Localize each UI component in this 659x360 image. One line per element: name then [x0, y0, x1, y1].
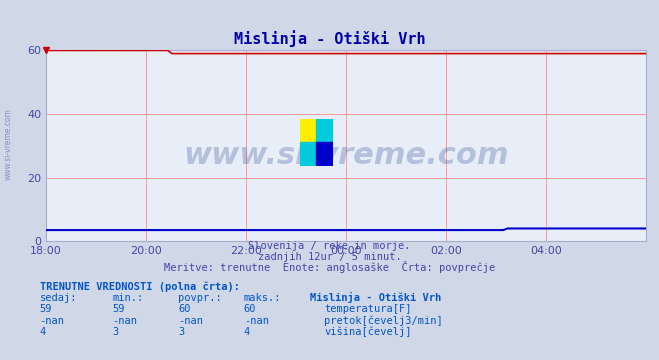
Text: povpr.:: povpr.: — [178, 293, 221, 303]
Bar — [300, 142, 316, 166]
Text: Mislinja - Otiški Vrh: Mislinja - Otiški Vrh — [234, 31, 425, 48]
Bar — [300, 119, 316, 142]
Text: 3: 3 — [178, 327, 184, 337]
Text: www.si-vreme.com: www.si-vreme.com — [3, 108, 13, 180]
Text: 59: 59 — [112, 304, 125, 314]
Text: -nan: -nan — [40, 316, 65, 326]
Text: 4: 4 — [40, 327, 45, 337]
Text: višina[čevelj]: višina[čevelj] — [324, 327, 412, 337]
Bar — [316, 119, 333, 142]
Text: 60: 60 — [244, 304, 256, 314]
Text: temperatura[F]: temperatura[F] — [324, 304, 412, 314]
Text: Slovenija / reke in morje.: Slovenija / reke in morje. — [248, 241, 411, 251]
Text: TRENUTNE VREDNOSTI (polna črta):: TRENUTNE VREDNOSTI (polna črta): — [40, 281, 239, 292]
Text: -nan: -nan — [244, 316, 269, 326]
Text: 3: 3 — [112, 327, 118, 337]
Text: www.si-vreme.com: www.si-vreme.com — [183, 141, 509, 170]
Text: sedaj:: sedaj: — [40, 293, 77, 303]
Text: 60: 60 — [178, 304, 190, 314]
Bar — [316, 142, 333, 166]
Text: min.:: min.: — [112, 293, 143, 303]
Text: 4: 4 — [244, 327, 250, 337]
Text: maks.:: maks.: — [244, 293, 281, 303]
Text: Mislinja - Otiški Vrh: Mislinja - Otiški Vrh — [310, 292, 441, 303]
Text: zadnjih 12ur / 5 minut.: zadnjih 12ur / 5 minut. — [258, 252, 401, 262]
Text: 59: 59 — [40, 304, 52, 314]
Text: Meritve: trenutne  Enote: anglosaške  Črta: povprečje: Meritve: trenutne Enote: anglosaške Črta… — [164, 261, 495, 273]
Text: pretok[čevelj3/min]: pretok[čevelj3/min] — [324, 315, 443, 326]
Text: -nan: -nan — [112, 316, 137, 326]
Text: -nan: -nan — [178, 316, 203, 326]
